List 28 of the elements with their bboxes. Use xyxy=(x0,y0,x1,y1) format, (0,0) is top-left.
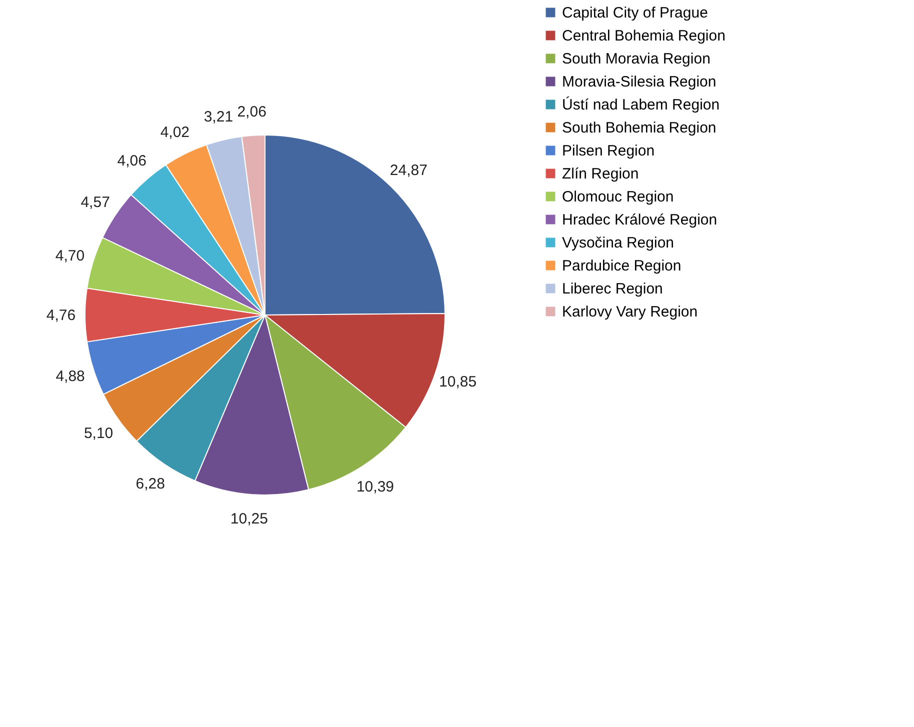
data-label: 4,70 xyxy=(55,247,85,264)
data-label: 4,06 xyxy=(117,152,146,170)
legend-label: Pardubice Region xyxy=(562,258,682,274)
legend-label: Hradec Králové Region xyxy=(562,212,718,228)
data-label: 10,85 xyxy=(439,374,477,391)
legend-label: Liberec Region xyxy=(562,280,663,298)
legend-label: Capital City of Prague xyxy=(562,4,708,22)
legend-label: Karlovy Vary Region xyxy=(562,304,698,320)
legend-label: Moravia-Silesia Region xyxy=(562,74,716,90)
data-label: 4,02 xyxy=(160,124,190,141)
data-label: 10,39 xyxy=(356,478,394,496)
data-label: 6,28 xyxy=(136,476,165,493)
legend-label: Zlín Region xyxy=(562,166,639,182)
data-label: 4,76 xyxy=(46,307,76,324)
legend-label: Pilsen Region xyxy=(562,142,655,160)
legend-label: Central Bohemia Region xyxy=(562,28,726,44)
data-label: 2,06 xyxy=(237,103,266,120)
data-label: 24,87 xyxy=(390,162,428,180)
data-label: 4,88 xyxy=(56,368,85,385)
data-label: 10,25 xyxy=(230,510,268,528)
legend-label: Ústí nad Labem Region xyxy=(562,96,720,114)
legend-label: Olomouc Region xyxy=(562,188,674,206)
legend-label: South Moravia Region xyxy=(562,50,710,68)
data-label: 5,10 xyxy=(84,424,114,442)
data-label: 4,57 xyxy=(80,194,110,211)
data-label: 3,21 xyxy=(204,108,234,126)
legend-label: Vysočina Region xyxy=(562,234,674,252)
legend-label: South Bohemia Region xyxy=(562,120,716,136)
